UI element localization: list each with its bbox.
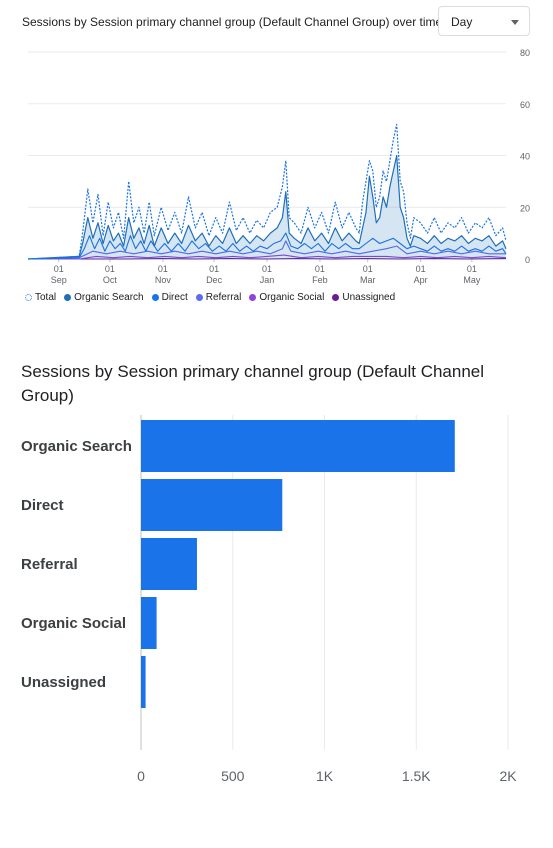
legend-item-organic-search[interactable]: Organic Search [64, 292, 144, 303]
bar-unassigned[interactable] [141, 656, 146, 708]
series-line-total [27, 123, 507, 260]
x-tick-label: Jan [260, 275, 275, 285]
y-tick-label: 20 [520, 203, 530, 213]
x-tick-label: Dec [206, 275, 223, 285]
legend-item-direct[interactable]: Direct [151, 292, 188, 303]
dropdown-value: Day [451, 15, 473, 29]
x-tick-label: 1.5K [402, 768, 431, 784]
x-tick-label: 1K [316, 768, 334, 784]
legend-item-unassigned[interactable]: Unassigned [332, 292, 395, 303]
legend-label: Unassigned [342, 292, 396, 303]
category-label: Referral [21, 556, 78, 573]
bar-referral[interactable] [141, 538, 197, 590]
legend-label: Referral [205, 292, 242, 303]
x-tick-label: Sep [51, 275, 67, 285]
category-label: Organic Search [21, 438, 132, 455]
x-tick-label: Apr [414, 275, 428, 285]
legend-item-referral[interactable]: Referral [195, 292, 242, 303]
legend-label: Total [35, 292, 57, 303]
series-line-direct [27, 232, 507, 260]
x-tick-label: 01 [105, 264, 115, 274]
x-tick-label: 01 [363, 264, 373, 274]
x-tick-label: Nov [155, 275, 172, 285]
y-tick-label: 0 [525, 255, 530, 265]
legend-swatch-icon [195, 294, 203, 301]
legend-item-organic-social[interactable]: Organic Social [249, 292, 324, 303]
chart-title: Sessions by Session primary channel grou… [22, 15, 443, 29]
x-tick-label: 500 [221, 768, 245, 784]
bar-direct[interactable] [141, 479, 283, 531]
x-tick-label: 01 [467, 264, 477, 274]
legend-swatch-icon [332, 294, 340, 301]
bar-chart-title: Sessions by Session primary channel grou… [21, 362, 485, 405]
y-tick-label: 80 [520, 48, 530, 58]
category-label: Unassigned [21, 674, 106, 691]
chevron-down-icon [511, 20, 519, 25]
bar-chart: 0 500 1K 1.5K 2K Organic Search Direct Referral… [21, 415, 517, 784]
bar-organic-search[interactable] [141, 420, 455, 472]
series-line-organic-search [27, 154, 507, 260]
x-tick-label: 01 [262, 264, 272, 274]
x-tick-label: 01 [315, 264, 325, 274]
category-label: Organic Social [21, 615, 126, 632]
series-line-unassigned [28, 258, 507, 260]
x-tick-label: 01 [209, 264, 219, 274]
y-tick-label: 40 [520, 152, 530, 162]
bar-organic-social[interactable] [141, 597, 157, 649]
x-tick-label: 01 [158, 264, 168, 274]
timeseries-chart: 02040608001Sep01Oct01Nov01Dec01Jan01Feb0… [27, 48, 530, 285]
x-tick-label: Feb [312, 275, 328, 285]
legend-item-total[interactable]: Total [25, 292, 56, 303]
x-tick-label: 01 [416, 264, 426, 274]
legend-label: Organic Social [259, 292, 325, 303]
legend-swatch-icon [25, 294, 32, 301]
x-tick-label: 0 [137, 768, 145, 784]
legend-swatch-icon [151, 294, 159, 301]
series-line-referral [27, 240, 506, 260]
legend-swatch-icon [64, 294, 72, 301]
y-tick-label: 60 [520, 100, 530, 110]
x-tick-label: 2K [499, 768, 517, 784]
legend-swatch-icon [249, 294, 257, 301]
legend-label: Direct [161, 292, 188, 303]
x-tick-label: May [463, 275, 481, 285]
category-label: Direct [21, 497, 64, 514]
x-tick-label: 01 [54, 264, 64, 274]
x-tick-label: Mar [360, 275, 376, 285]
granularity-dropdown[interactable]: Day [438, 6, 530, 36]
legend-label: Organic Search [74, 292, 144, 303]
x-tick-label: Oct [103, 275, 118, 285]
series-line-organic-social [28, 254, 507, 260]
chart-legend: Total Organic Search Direct Referral Organic… [25, 292, 395, 303]
